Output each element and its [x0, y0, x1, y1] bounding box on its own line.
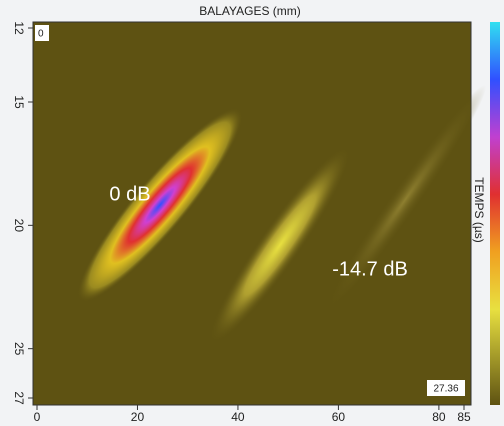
y-tick-label: 12 — [12, 21, 26, 35]
y-tick-label: 15 — [12, 95, 26, 109]
x-tick-label: 40 — [231, 410, 245, 424]
y-tick-label: 27 — [12, 391, 26, 405]
x-tick-label: 60 — [332, 410, 346, 424]
echo-faint — [323, 85, 487, 315]
x-tick-label: 80 — [432, 410, 446, 424]
y-tick-label: 25 — [12, 342, 26, 356]
annotation: 0 dB — [109, 183, 150, 205]
x-tick-label: 20 — [131, 410, 145, 424]
echo-main — [77, 107, 243, 303]
y-axis-label: TEMPS (µs) — [472, 177, 486, 243]
annotation: -14.7 dB — [332, 258, 408, 280]
corner-box — [35, 25, 49, 41]
corner-label: 27.36 — [433, 384, 458, 395]
echo-secondary — [209, 146, 351, 344]
x-tick-label: 85 — [457, 410, 471, 424]
corner-box — [427, 380, 465, 396]
chart-title: BALAYAGES (mm) — [199, 4, 301, 18]
x-tick-label: 0 — [34, 410, 41, 424]
y-tick-label: 20 — [12, 219, 26, 233]
color-bar — [490, 22, 500, 405]
corner-label: 0 — [38, 29, 44, 40]
